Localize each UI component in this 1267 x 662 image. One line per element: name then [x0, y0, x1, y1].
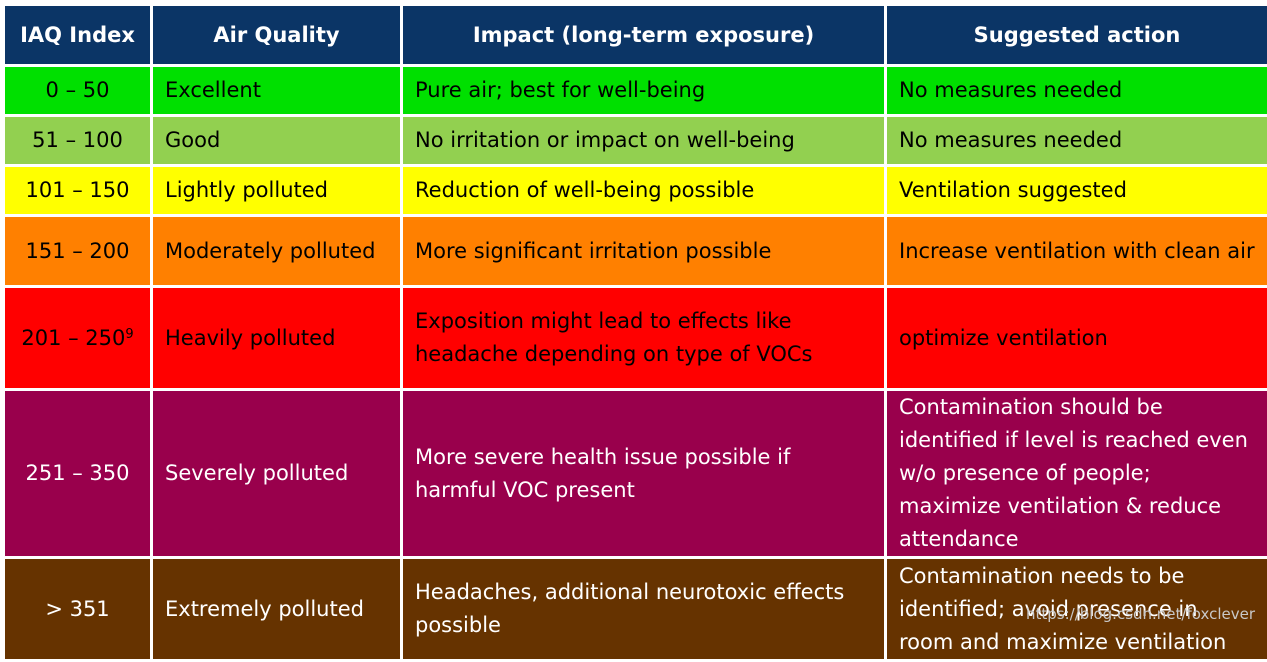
cell-index: 201 – 2509 [5, 288, 150, 388]
header-air-quality: Air Quality [153, 6, 400, 64]
watermark: https://blog.csdn.net/foxclever [1026, 605, 1255, 623]
cell-index: 251 – 350 [5, 391, 150, 556]
cell-index: 0 – 50 [5, 67, 150, 114]
cell-air-quality: Good [153, 117, 400, 164]
row-good: 51 – 100 Good No irritation or impact on… [5, 117, 1267, 164]
cell-action: Ventilation suggested [887, 167, 1267, 214]
header-impact: Impact (long-term exposure) [403, 6, 884, 64]
row-severely-polluted: 251 – 350 Severely polluted More severe … [5, 391, 1267, 556]
cell-air-quality: Excellent [153, 67, 400, 114]
header-suggested-action: Suggested action [887, 6, 1267, 64]
cell-impact: Reduction of well-being possible [403, 167, 884, 214]
header-row: IAQ Index Air Quality Impact (long-term … [5, 6, 1267, 64]
cell-air-quality: Extremely polluted [153, 559, 400, 659]
header-iaq-index: IAQ Index [5, 6, 150, 64]
row-excellent: 0 – 50 Excellent Pure air; best for well… [5, 67, 1267, 114]
cell-action: Contamination should be identified if le… [887, 391, 1267, 556]
cell-index: 151 – 200 [5, 217, 150, 285]
cell-action: No measures needed [887, 67, 1267, 114]
cell-impact: More severe health issue possible if har… [403, 391, 884, 556]
cell-air-quality: Lightly polluted [153, 167, 400, 214]
cell-index: 101 – 150 [5, 167, 150, 214]
cell-impact: Pure air; best for well-being [403, 67, 884, 114]
cell-air-quality: Heavily polluted [153, 288, 400, 388]
cell-action: No measures needed [887, 117, 1267, 164]
index-value: 201 – 250 [21, 325, 126, 350]
iaq-index-table: IAQ Index Air Quality Impact (long-term … [2, 3, 1267, 662]
row-heavily-polluted: 201 – 2509 Heavily polluted Exposition m… [5, 288, 1267, 388]
cell-impact: Headaches, additional neurotoxic effects… [403, 559, 884, 659]
cell-air-quality: Severely polluted [153, 391, 400, 556]
footnote-marker: 9 [125, 326, 134, 342]
cell-impact: Exposition might lead to effects like he… [403, 288, 884, 388]
row-lightly-polluted: 101 – 150 Lightly polluted Reduction of … [5, 167, 1267, 214]
row-moderately-polluted: 151 – 200 Moderately polluted More signi… [5, 217, 1267, 285]
cell-air-quality: Moderately polluted [153, 217, 400, 285]
cell-index: 51 – 100 [5, 117, 150, 164]
cell-action: Increase ventilation with clean air [887, 217, 1267, 285]
cell-impact: More significant irritation possible [403, 217, 884, 285]
cell-index: > 351 [5, 559, 150, 659]
cell-action: optimize ventilation [887, 288, 1267, 388]
cell-impact: No irritation or impact on well-being [403, 117, 884, 164]
